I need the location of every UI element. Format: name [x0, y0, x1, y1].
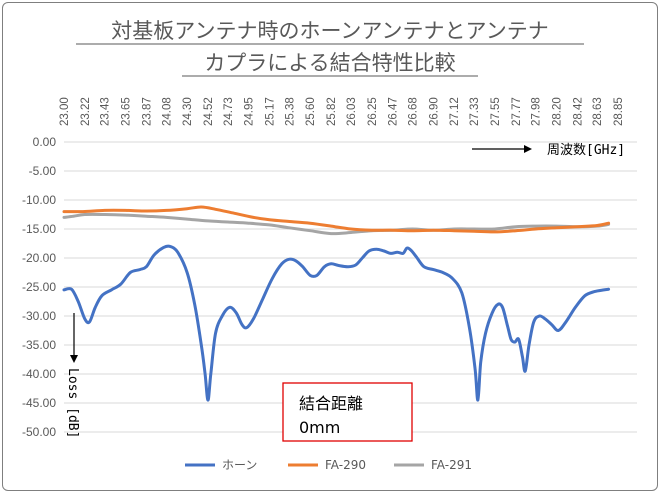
x-tick-label: 25.17: [265, 97, 277, 126]
x-tick-label: 26.03: [346, 97, 358, 126]
y-axis-label-group: Loss [dB]: [65, 313, 80, 438]
x-tick-label: 26.90: [428, 97, 440, 126]
y-tick-label: -35.00: [22, 338, 56, 352]
x-tick-label: 27.12: [449, 97, 461, 126]
x-axis-label-group: 周波数[GHz]: [472, 143, 625, 158]
x-axis-ticks: 23.00 23.22 23.43 23.65 23.87 24.08 24.30 24.52…: [59, 97, 625, 126]
x-tick-label: 27.33: [469, 97, 481, 126]
series-line-0: [62, 244, 611, 402]
x-tick-label: 25.38: [284, 97, 296, 126]
x-axis-arrowhead: [524, 145, 532, 153]
x-tick-label: 24.08: [161, 97, 173, 126]
y-axis-arrowhead: [70, 355, 78, 363]
x-tick-label: 23.87: [141, 97, 153, 126]
series-line-2: [62, 212, 611, 236]
x-tick-label: 23.65: [121, 97, 133, 126]
legend-label-2: FA-291: [431, 458, 472, 472]
x-tick-label: 27.77: [511, 97, 523, 126]
x-tick-label: 25.60: [305, 97, 317, 126]
annotation-line-1: 結合距離: [299, 394, 363, 413]
x-tick-label: 27.98: [531, 97, 543, 126]
y-tick-label: -40.00: [22, 367, 56, 381]
chart-title: 対基板アンテナ時のホーンアンテナとアンテナ カプラによる結合特性比較: [76, 19, 584, 77]
y-tick-label: -15.00: [22, 222, 56, 236]
annotation-border: [282, 382, 413, 442]
chart-title-line-1: 対基板アンテナ時のホーンアンテナとアンテナ: [111, 19, 548, 43]
x-tick-label: 24.30: [182, 97, 194, 126]
x-tick-label: 26.25: [367, 97, 379, 126]
annotation-box: 結合距離 0mm: [282, 382, 413, 442]
annotation-line-2: 0mm: [299, 418, 340, 437]
x-axis-label: 周波数[GHz]: [547, 143, 625, 158]
y-tick-label: -25.00: [22, 280, 56, 294]
y-tick-label: -5.00: [29, 164, 57, 178]
x-tick-label: 23.43: [100, 97, 112, 126]
legend-label-1: FA-290: [325, 458, 366, 472]
x-tick-label: 24.95: [244, 97, 256, 126]
y-tick-label: -10.00: [22, 193, 56, 207]
series-line-1: [62, 205, 611, 234]
x-tick-label: 23.22: [80, 97, 92, 126]
legend-label-0: ホーン: [222, 458, 257, 472]
x-tick-label: 25.82: [326, 97, 338, 126]
y-tick-label: -30.00: [22, 309, 56, 323]
x-tick-label: 28.85: [613, 97, 625, 126]
x-tick-label: 28.63: [592, 97, 604, 126]
chart-title-line-2: カプラによる結合特性比較: [204, 51, 455, 75]
series-layer: [62, 205, 611, 402]
y-axis-label: Loss [dB]: [65, 368, 80, 438]
y-axis-ticks: 0.00 -5.00 -10.00 -15.00 -20.00 -25.00 -30.00 -…: [22, 135, 56, 439]
x-tick-label: 26.47: [388, 97, 400, 126]
x-tick-label: 28.42: [572, 97, 584, 126]
y-tick-label: -20.00: [22, 251, 56, 265]
x-tick-label: 24.52: [203, 97, 215, 126]
y-tick-label: 0.00: [33, 135, 57, 149]
y-tick-label: -45.00: [22, 396, 56, 410]
x-tick-label: 23.00: [59, 97, 71, 126]
x-tick-label: 28.20: [551, 97, 563, 126]
y-tick-label: -50.00: [22, 425, 56, 439]
x-tick-label: 24.73: [223, 97, 235, 126]
legend: ホーン FA-290 FA-291: [185, 458, 472, 472]
x-tick-label: 26.68: [408, 97, 420, 126]
x-tick-label: 27.55: [490, 97, 502, 126]
